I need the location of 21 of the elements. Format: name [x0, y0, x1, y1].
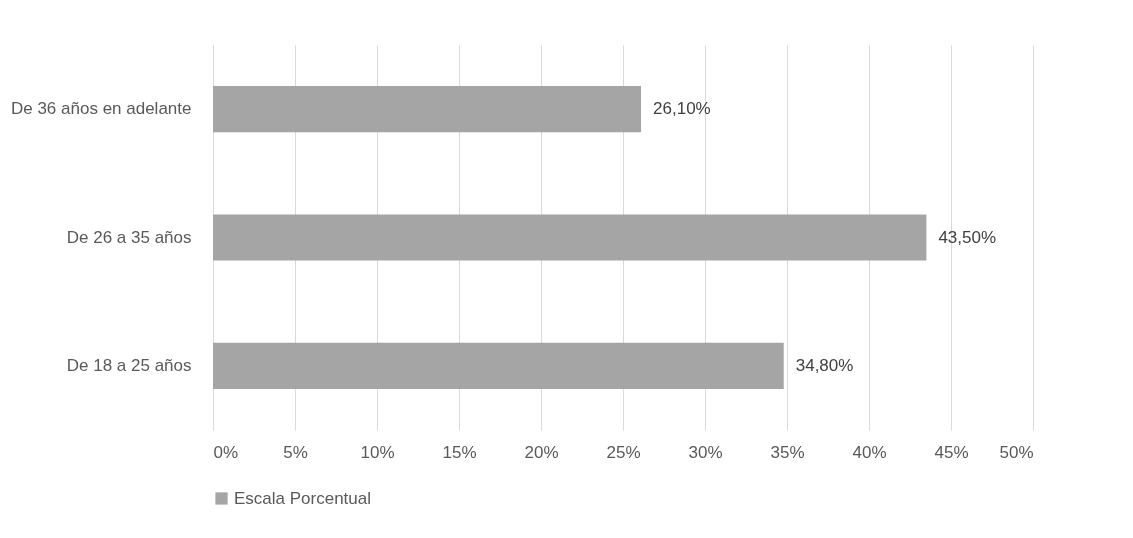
data-label: 26,10% — [653, 99, 711, 119]
x-tick-label: 20% — [524, 442, 559, 462]
data-label: 43,50% — [938, 227, 997, 247]
x-tick-label: 5% — [283, 442, 308, 462]
bar — [213, 214, 927, 261]
x-tick-label: 45% — [934, 442, 969, 462]
x-tick-label: 30% — [688, 442, 723, 462]
legend-label: Escala Porcentual — [234, 488, 372, 508]
x-tick-label: 50% — [999, 442, 1034, 462]
x-tick-label: 0% — [213, 442, 239, 462]
bar — [213, 342, 784, 389]
x-tick-label: 25% — [606, 442, 641, 462]
x-tick-label: 10% — [360, 442, 395, 462]
y-tick-label: De 36 años en adelante — [10, 99, 192, 119]
y-tick-label: De 18 a 25 años — [66, 355, 192, 375]
x-tick-label: 15% — [442, 442, 477, 462]
data-label: 34,80% — [795, 355, 854, 375]
bar — [213, 86, 642, 133]
x-tick-label: 40% — [852, 442, 887, 462]
y-tick-label: De 26 a 35 años — [66, 227, 192, 247]
x-tick-label: 35% — [770, 442, 805, 462]
